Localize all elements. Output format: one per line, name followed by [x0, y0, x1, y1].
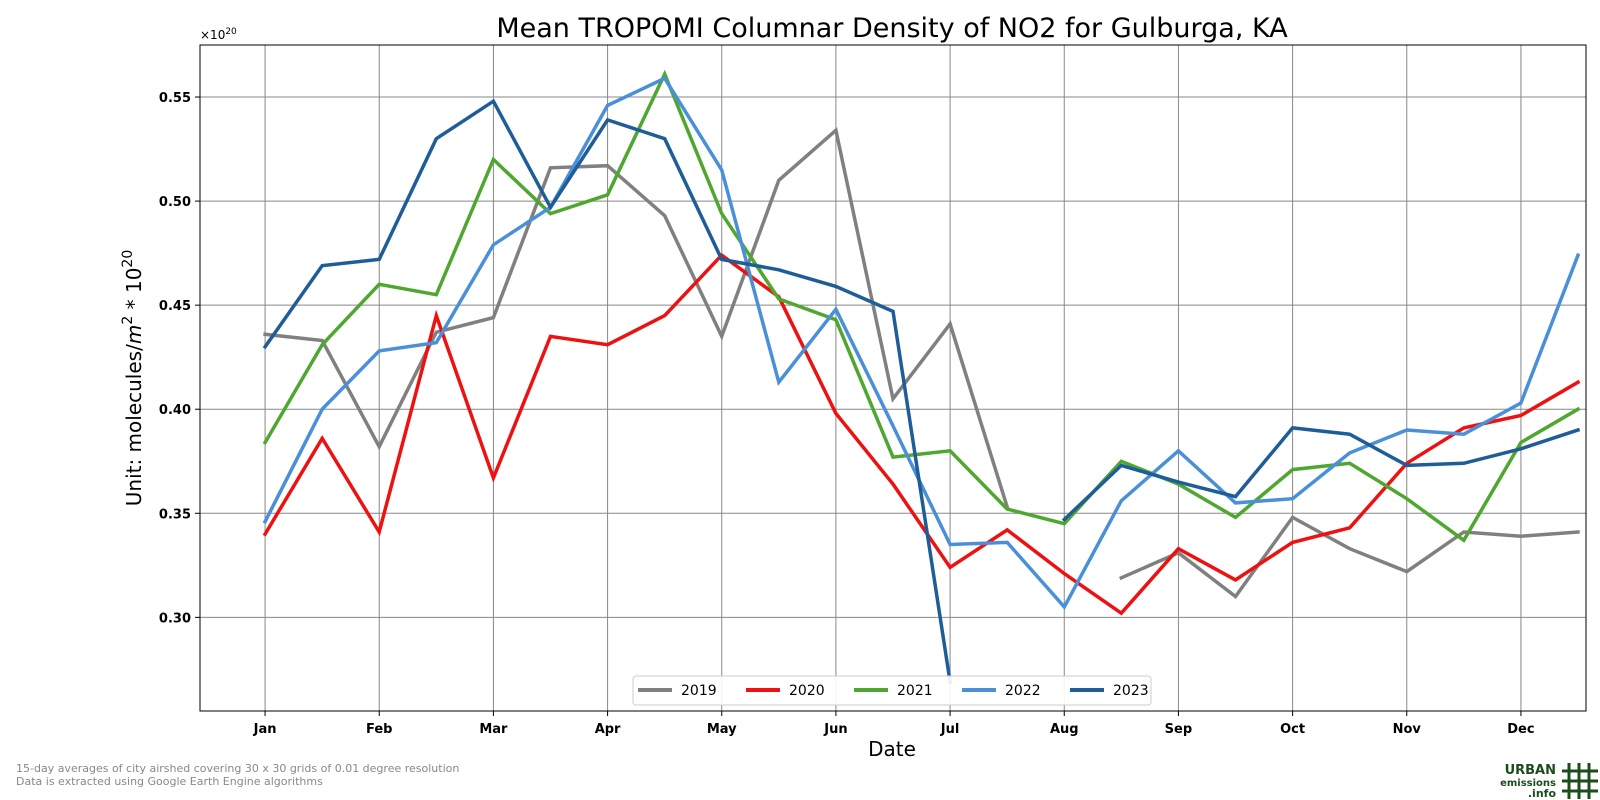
series-lines — [262, 69, 1581, 684]
y-tick-label: 0.40 — [159, 403, 191, 418]
y-tick-label: 0.35 — [159, 507, 191, 522]
legend-label-2019: 2019 — [681, 683, 717, 699]
y-tick-label: 0.45 — [159, 299, 191, 314]
footnote-line-1: 15-day averages of city airshed covering… — [16, 762, 459, 775]
urban-emissions-logo: URBAN emissions .info — [1500, 763, 1598, 800]
legend-label-2023: 2023 — [1113, 683, 1149, 699]
x-axis-title: Date — [868, 737, 916, 761]
x-tick-label: Sep — [1165, 722, 1193, 737]
grid-logo-icon — [1562, 763, 1598, 799]
logo-word-3: .info — [1528, 787, 1557, 800]
x-tick-label: Jan — [253, 722, 277, 737]
x-tick-label: Apr — [595, 722, 621, 737]
logo-word-2: emissions — [1500, 778, 1556, 789]
y-tick-label: 0.30 — [159, 611, 191, 626]
x-tick-label: Jul — [940, 722, 960, 737]
series-line-2020 — [262, 252, 1581, 616]
footnote-line-2: Data is extracted using Google Earth Eng… — [16, 775, 323, 788]
y-axis-ticks: 0.30 0.35 0.40 0.45 0.50 0.55 — [159, 91, 200, 626]
y-axis-multiplier: ×1020 — [200, 27, 237, 42]
x-tick-label: Oct — [1280, 722, 1305, 737]
x-tick-label: Jun — [823, 722, 847, 737]
series-line-2021 — [262, 69, 1581, 543]
series-line-2019 — [263, 127, 1580, 599]
legend: 2019 2020 2021 2022 2023 — [632, 675, 1152, 706]
x-tick-label: May — [707, 722, 737, 737]
logo-word-1: URBAN — [1505, 763, 1556, 778]
legend-label-2021: 2021 — [897, 683, 933, 699]
y-tick-label: 0.50 — [159, 195, 191, 210]
series-line-2023 — [262, 98, 1581, 684]
grid — [200, 45, 1586, 711]
x-tick-label: Dec — [1507, 722, 1534, 737]
legend-box — [632, 675, 1152, 706]
x-tick-label: Feb — [366, 722, 392, 737]
x-axis-ticks: Jan Feb Mar Apr May Jun Jul Aug Sep Oct Nov Dec — [253, 711, 1535, 737]
legend-label-2022: 2022 — [1005, 683, 1041, 699]
y-tick-label: 0.55 — [159, 91, 191, 106]
x-tick-label: Nov — [1393, 722, 1422, 737]
plot-area-frame — [199, 44, 1587, 712]
y-axis-title: Unit: molecules/m2 * 1020 — [120, 250, 146, 507]
x-tick-label: Aug — [1050, 722, 1079, 737]
x-tick-label: Mar — [479, 722, 508, 737]
chart-title: Mean TROPOMI Columnar Density of NO2 for… — [496, 13, 1288, 44]
legend-label-2020: 2020 — [789, 683, 825, 699]
